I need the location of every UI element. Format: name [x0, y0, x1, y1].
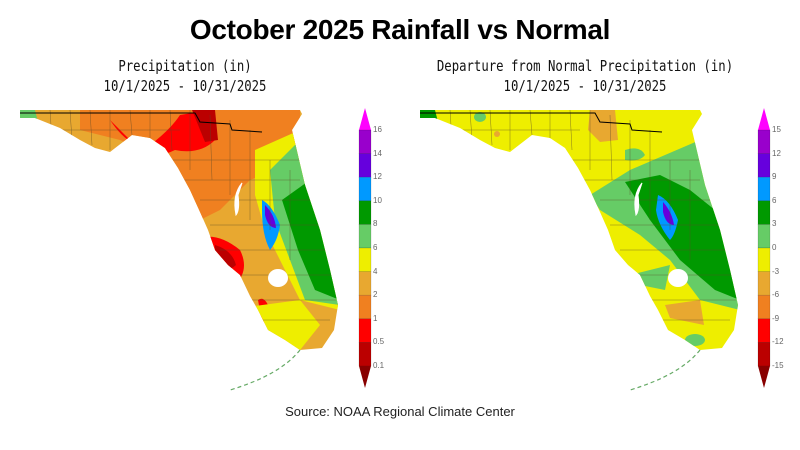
legend-tick-label: -3 [772, 266, 780, 276]
departure-map-title: Departure from Normal Precipitation (in)… [429, 56, 741, 96]
legend-band [358, 318, 372, 343]
departure-map [420, 110, 738, 391]
legend-tick-label: 14 [373, 148, 382, 158]
legend-band [358, 294, 372, 320]
legend-band [757, 224, 771, 249]
florida-keys [629, 349, 701, 391]
legend-arrow-top [359, 108, 371, 130]
legend-tick-label: 0.1 [373, 361, 385, 370]
precipitation-map [20, 110, 338, 391]
legend-band [757, 294, 771, 320]
legend-tick-label: 8 [373, 219, 378, 229]
precip-zone-under-0.5in-north [192, 110, 218, 142]
legend-band [757, 247, 771, 272]
legend-band [358, 224, 372, 249]
departure-legend: 15 12 9 6 3 0 -3 -6 -9 -12 -15 [757, 108, 800, 403]
legend-band [757, 318, 771, 343]
legend-band [358, 342, 372, 367]
st-johns-river [634, 182, 643, 217]
legend-band [358, 200, 372, 225]
legend-band [757, 176, 771, 202]
st-johns-river [234, 182, 243, 217]
legend-tick-label: 10 [373, 195, 382, 205]
legend-tick-label: 1 [373, 313, 378, 323]
state-border [20, 112, 263, 133]
legend-band [358, 176, 372, 202]
precip-zone-2-4in-south [225, 300, 320, 350]
legend-tick-label: 4 [373, 266, 378, 276]
lake-okeechobee [268, 269, 288, 287]
departure-zone-panhandle-west-high [420, 118, 430, 134]
precip-zone-panhandle-west-high [20, 118, 30, 134]
legend-tick-label: 6 [772, 195, 777, 205]
legend-tick-label: 16 [373, 125, 382, 134]
legend-tick-label: -15 [772, 361, 784, 370]
legend-band [757, 271, 771, 296]
legend-tick-label: 0.5 [373, 337, 385, 347]
legend-tick-label: -9 [772, 313, 780, 323]
legend-band [358, 271, 372, 296]
departure-zone-0-3-panhandle [474, 112, 486, 122]
legend-arrow-top [758, 108, 770, 130]
departure-zone-0-3-keys [685, 334, 705, 346]
precip-map-date-range: 10/1/2025 - 10/31/2025 [103, 77, 267, 95]
departure-zone-minus3-small [494, 131, 500, 137]
legend-tick-label: 6 [373, 243, 378, 252]
legend-tick-label: 12 [772, 148, 781, 158]
precip-map-title-line1: Precipitation (in) [118, 57, 252, 75]
departure-map-date-range: 10/1/2025 - 10/31/2025 [503, 77, 667, 95]
legend-band [757, 129, 771, 154]
legend-tick-label: 3 [772, 219, 777, 229]
legend-band [757, 153, 771, 178]
legend-tick-label: 9 [772, 172, 777, 182]
legend-tick-label: 12 [373, 172, 382, 182]
precip-legend: 16 14 12 10 8 6 4 2 1 0.5 0.1 [358, 108, 408, 403]
legend-tick-label: 0 [772, 243, 777, 252]
main-title: October 2025 Rainfall vs Normal [189, 14, 611, 45]
legend-band [358, 153, 372, 178]
legend-tick-label: 2 [373, 290, 378, 300]
precip-zone-12-14in-cape [265, 205, 276, 228]
legend-tick-label: -6 [772, 290, 780, 300]
departure-zone-3-6-east [625, 175, 738, 300]
precip-zone-under-1in-north [110, 110, 215, 155]
legend-band [358, 129, 372, 154]
legend-band [757, 200, 771, 225]
legend-band [358, 247, 372, 272]
county-boundaries [20, 110, 338, 321]
departure-zone-minus3-minus6-southeast [665, 300, 704, 325]
departure-legend-colorbar [757, 108, 771, 388]
precip-map-title: Precipitation (in) 10/1/2025 - 10/31/202… [50, 56, 321, 96]
legend-arrow-bottom [758, 366, 770, 388]
legend-band [757, 342, 771, 367]
legend-arrow-bottom [359, 366, 371, 388]
state-border [420, 112, 663, 133]
lake-okeechobee [668, 269, 688, 287]
legend-tick-label: 15 [772, 125, 781, 134]
legend-tick-label: -12 [772, 337, 784, 347]
precip-legend-colorbar [358, 108, 372, 388]
departure-map-title-line1: Departure from Normal Precipitation (in) [436, 57, 734, 75]
florida-keys [229, 349, 301, 391]
departure-zone-9-12-cape [663, 202, 674, 225]
source-credit: Source: NOAA Regional Climate Center [285, 404, 515, 419]
